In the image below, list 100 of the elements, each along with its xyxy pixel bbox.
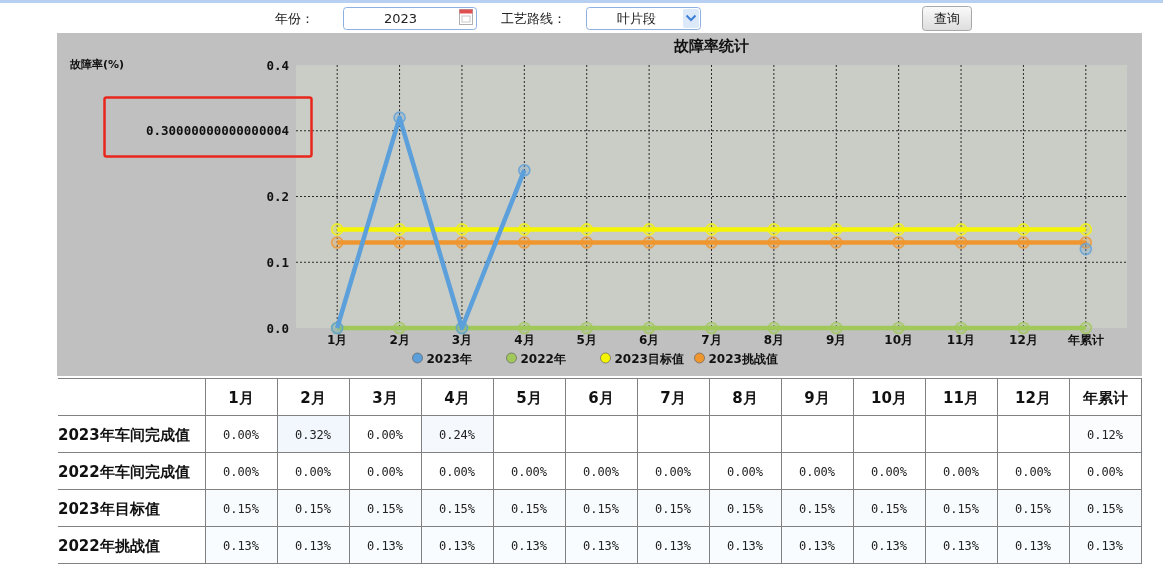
y-tick-label: 0.30000000000000004 — [146, 123, 289, 139]
data-label: 0.13% — [726, 538, 764, 553]
x-tick-label: 8月 — [763, 332, 785, 347]
y-tick-label: 0.2 — [266, 189, 289, 204]
point — [393, 223, 406, 236]
data-label: 0.32% — [294, 427, 332, 442]
x-tick-label: 5月 — [576, 332, 597, 347]
point — [642, 321, 656, 335]
point — [829, 321, 843, 335]
data-label: 0.00% — [654, 464, 692, 479]
x-tick-label: 3月 — [451, 332, 473, 347]
data-label: 0.13% — [438, 538, 476, 553]
text: 叶片段 — [616, 11, 656, 26]
point — [393, 236, 406, 249]
x-tick-label: 9月 — [804, 388, 830, 407]
data-label: 0.15% — [1086, 501, 1124, 516]
y-axis-title: 故障率(%) — [69, 58, 125, 71]
x-tick-label: 8月 — [732, 388, 758, 407]
point — [642, 223, 656, 236]
x-tick-label: 4月 — [444, 388, 470, 407]
point — [580, 223, 594, 236]
point — [1079, 223, 1093, 236]
x-tick-label: 11月 — [946, 332, 976, 347]
data-label: 0.00% — [942, 464, 980, 479]
x-tick-label: 12月 — [1009, 332, 1038, 347]
legend-label: 2023目标值 — [614, 351, 684, 366]
legend-label: 2022年 — [520, 351, 566, 366]
data-label: 0.00% — [222, 427, 260, 442]
y-tick-label: 0.0 — [266, 320, 289, 336]
data-label: 0.15% — [870, 501, 908, 516]
x-tick-label: 9月 — [826, 332, 847, 347]
x-tick-label: 年累计 — [1081, 388, 1128, 407]
x-tick-label: 11月 — [943, 388, 979, 407]
data-label: 0.13% — [1086, 538, 1124, 553]
point — [642, 236, 656, 249]
y-tick-label: 2022年挑战值 — [58, 536, 160, 555]
data-label: 0.15% — [726, 501, 764, 516]
point — [954, 321, 968, 335]
legend-label: 2023挑战值 — [708, 351, 778, 366]
point — [393, 111, 406, 124]
data-label: 0.15% — [582, 501, 620, 516]
data-label: 0.13% — [1014, 538, 1052, 553]
data-label: 0.15% — [1014, 501, 1052, 516]
point — [455, 236, 469, 249]
x-tick-label: 1月 — [228, 388, 254, 407]
data-label: 0.15% — [222, 501, 260, 516]
point — [767, 321, 781, 335]
x-tick-label: 6月 — [588, 388, 614, 407]
data-label: 0.13% — [582, 538, 620, 553]
y-tick-label: 2023年车间完成值 — [58, 425, 190, 444]
point — [892, 321, 905, 335]
data-label: 0.00% — [222, 464, 260, 479]
point — [892, 236, 905, 249]
data-label: 0.00% — [798, 464, 836, 479]
x-tick-label: 10月 — [871, 388, 907, 407]
point — [705, 223, 718, 236]
data-label: 0.13% — [222, 538, 260, 553]
point — [580, 236, 594, 249]
data-label: 0.13% — [942, 538, 980, 553]
x-tick-label: 7月 — [701, 332, 722, 347]
legend-label: 2023年 — [426, 351, 472, 366]
data-label: 0.00% — [294, 464, 332, 479]
point — [1017, 321, 1030, 335]
data-label: 0.00% — [582, 464, 620, 479]
data-label: 0.15% — [798, 501, 836, 516]
point — [767, 236, 781, 249]
point — [518, 321, 531, 335]
x-tick-label: 12月 — [1015, 388, 1051, 407]
x-tick-label: 7月 — [660, 388, 686, 407]
data-label: 0.15% — [510, 501, 548, 516]
point — [393, 321, 406, 335]
data-label: 0.24% — [438, 427, 476, 442]
x-tick-label: 2月 — [300, 388, 326, 407]
chart-title: 故障率统计 — [673, 37, 749, 55]
point — [767, 223, 781, 236]
data-label: 0.15% — [654, 501, 692, 516]
point — [954, 236, 968, 249]
point — [1079, 242, 1093, 256]
data-label: 0.13% — [510, 538, 548, 553]
data-label: 0.15% — [942, 501, 980, 516]
data-label: 0.00% — [438, 464, 476, 479]
data-label: 0.00% — [1014, 464, 1052, 479]
text: 年份： — [275, 11, 314, 26]
data-label: 0.00% — [366, 464, 404, 479]
point — [455, 223, 469, 236]
point — [1017, 223, 1030, 236]
point — [330, 236, 344, 249]
point — [1079, 321, 1093, 335]
data-label: 0.15% — [366, 501, 404, 516]
data-label: 0.15% — [294, 501, 332, 516]
point — [580, 321, 594, 335]
point — [829, 236, 843, 249]
text: 工艺路线： — [501, 11, 566, 26]
point — [705, 236, 718, 249]
data-label: 0.00% — [366, 427, 404, 442]
data-label: 0.13% — [294, 538, 332, 553]
data-label: 0.00% — [510, 464, 548, 479]
x-tick-label: 1月 — [327, 332, 348, 347]
data-label: 0.13% — [798, 538, 836, 553]
data-label: 0.00% — [1086, 464, 1124, 479]
